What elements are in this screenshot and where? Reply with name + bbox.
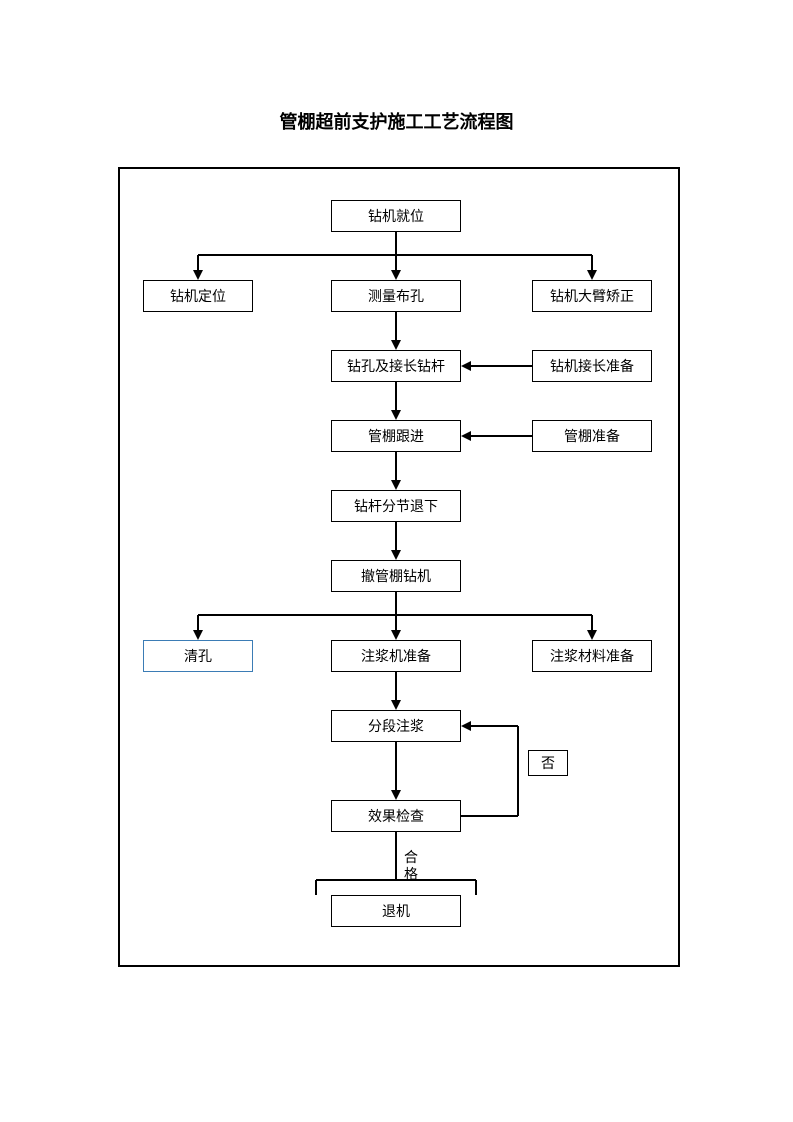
arrowhead-down-icon — [193, 270, 203, 280]
arrowhead-left-icon — [461, 361, 471, 371]
flow-edge — [395, 522, 397, 552]
flow-edge — [316, 879, 476, 881]
flow-edge — [395, 452, 397, 482]
flow-node-n3: 钻孔及接长钻杆 — [331, 350, 461, 382]
arrowhead-down-icon — [391, 480, 401, 490]
flow-edge — [395, 592, 397, 615]
flow-edge — [395, 742, 397, 792]
arrowhead-down-icon — [391, 790, 401, 800]
flow-node-n7a: 清孔 — [143, 640, 253, 672]
flow-node-n7: 注浆机准备 — [331, 640, 461, 672]
arrowhead-down-icon — [391, 630, 401, 640]
flow-node-n5: 钻杆分节退下 — [331, 490, 461, 522]
flow-node-n6: 撤管棚钻机 — [331, 560, 461, 592]
flow-edge — [395, 232, 397, 255]
arrowhead-down-icon — [391, 700, 401, 710]
page-title: 管棚超前支护施工工艺流程图 — [0, 108, 793, 134]
arrowhead-down-icon — [193, 630, 203, 640]
flow-edge — [461, 815, 518, 817]
flow-node-n2: 测量布孔 — [331, 280, 461, 312]
flow-node-n7b: 注浆材料准备 — [532, 640, 652, 672]
flow-node-n9: 效果检查 — [331, 800, 461, 832]
flow-node-n4: 管棚跟进 — [331, 420, 461, 452]
flow-edge — [395, 672, 397, 702]
arrowhead-down-icon — [391, 550, 401, 560]
flow-node-n8: 分段注浆 — [331, 710, 461, 742]
flow-node-n2b: 钻机大臂矫正 — [532, 280, 652, 312]
flow-edge — [469, 435, 532, 437]
arrowhead-down-icon — [391, 410, 401, 420]
flow-label-pass2: 格 — [404, 864, 418, 884]
flow-node-nNo: 否 — [528, 750, 568, 776]
arrowhead-left-icon — [461, 431, 471, 441]
arrowhead-down-icon — [391, 270, 401, 280]
arrowhead-down-icon — [391, 340, 401, 350]
flow-edge — [475, 880, 477, 895]
flow-node-n3s: 钻机接长准备 — [532, 350, 652, 382]
flow-node-n4s: 管棚准备 — [532, 420, 652, 452]
flow-node-n10: 退机 — [331, 895, 461, 927]
flow-edge — [469, 725, 518, 727]
flow-edge — [395, 312, 397, 342]
flow-node-n2a: 钻机定位 — [143, 280, 253, 312]
arrowhead-down-icon — [587, 270, 597, 280]
flow-node-n1: 钻机就位 — [331, 200, 461, 232]
arrowhead-left-icon — [461, 721, 471, 731]
flow-edge — [395, 832, 397, 880]
flow-edge — [395, 382, 397, 412]
arrowhead-down-icon — [587, 630, 597, 640]
flow-edge — [517, 726, 519, 816]
flow-edge — [315, 880, 317, 895]
flow-edge — [469, 365, 532, 367]
